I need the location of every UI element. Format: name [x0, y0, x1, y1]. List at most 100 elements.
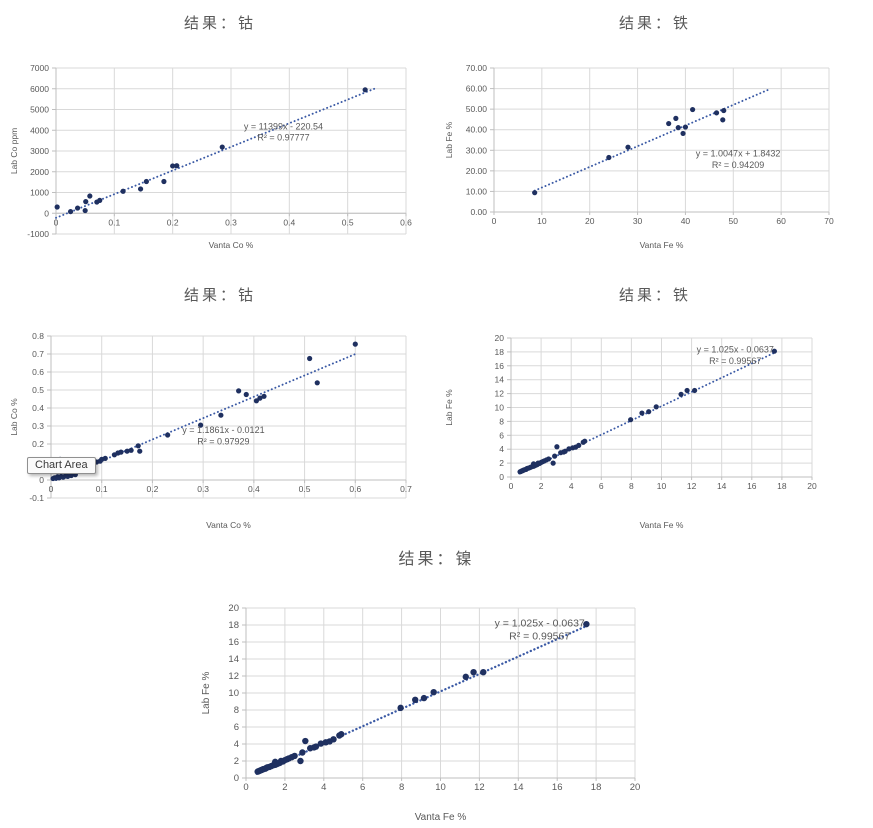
scatter-plot: 0 0.1 0.2 0.3 0.4 0.5 0.6 -1000 0 1000 2000 3000 400… [9, 63, 412, 250]
y-tick-label: 10.00 [466, 186, 488, 196]
data-point [470, 668, 477, 676]
y-tick-label: 0.5 [32, 385, 44, 395]
data-point [54, 204, 60, 210]
y-tick-label: 8 [234, 705, 239, 716]
y-tick-label: 4 [499, 444, 504, 454]
data-point [83, 199, 89, 205]
x-tick-label: 18 [591, 782, 602, 793]
data-point [552, 453, 558, 459]
chart-nickel[interactable]: 结果：镍 0 2 4 6 8 10 12 14 16 18 20 0 2 4 6 8 10 12 14 16 18 20 y… [198, 538, 675, 826]
data-point [143, 178, 150, 185]
y-tick-label: 10 [228, 688, 239, 699]
data-point [87, 193, 93, 199]
trendline [533, 88, 771, 192]
data-point [312, 743, 320, 750]
data-point [721, 107, 727, 114]
data-point [430, 688, 437, 696]
data-point [420, 694, 428, 702]
x-tick-label: 4 [321, 782, 326, 793]
y-tick-label: 0.2 [32, 439, 44, 449]
data-point [302, 737, 309, 745]
data-point [219, 144, 225, 150]
data-point [243, 391, 249, 398]
y-tick-label: 60.00 [466, 84, 488, 94]
y-tick-label: 0 [44, 208, 49, 218]
trendline-r2: R² = 0.99567 [509, 631, 570, 643]
x-tick-label: 2 [539, 481, 544, 491]
x-tick-label: 16 [552, 782, 563, 793]
y-tick-label: -0.1 [29, 493, 44, 503]
x-tick-label: 10 [537, 216, 547, 226]
data-point [135, 443, 141, 449]
data-point [680, 130, 686, 137]
trendline-r2: R² = 0.94209 [712, 160, 764, 170]
trendline-r2: R² = 0.97777 [257, 133, 309, 143]
x-axis-title: Vanta Fe % [640, 240, 684, 250]
y-tick-label: 2000 [30, 167, 49, 177]
data-point [562, 448, 568, 454]
x-tick-label: 0.5 [299, 484, 311, 494]
x-tick-label: 0.4 [248, 484, 260, 494]
data-point [462, 673, 469, 681]
scatter-plot: 0 10 20 30 40 50 60 70 0.00 10.00 20.00 30.00 40.00 5… [444, 63, 834, 250]
chart-title-iron-mid: 结果：铁 [618, 285, 691, 304]
y-tick-label: 2 [499, 458, 504, 468]
x-tick-label: 4 [569, 481, 574, 491]
y-axis-title: Lab Fe % [444, 121, 454, 158]
data-point [352, 341, 358, 347]
data-point [678, 391, 684, 397]
data-point [625, 144, 631, 150]
data-point [720, 117, 726, 123]
data-point [546, 456, 552, 462]
y-tick-label: 40.00 [466, 125, 488, 135]
x-tick-label: 0.2 [167, 217, 179, 227]
data-point [261, 393, 267, 399]
trendline-equation: y = 11399x - 220.54 [244, 121, 323, 131]
chart-cobalt-ppm[interactable]: 结果：钴 0 0.1 0.2 0.3 0.4 0.5 0.6 -1000 0 1000 2000 30… [6, 4, 434, 254]
data-point [713, 110, 720, 116]
chart-title-iron-top: 结果：铁 [618, 13, 691, 32]
data-point [684, 387, 690, 394]
data-point [253, 398, 259, 404]
y-tick-label: 12 [228, 671, 239, 682]
x-tick-label: 0.3 [225, 217, 237, 227]
chart-area-tooltip: Chart Area [27, 457, 96, 474]
y-tick-label: 0.4 [32, 403, 44, 413]
y-tick-label: 4 [234, 739, 239, 750]
x-tick-label: 8 [629, 481, 634, 491]
x-tick-label: 0.7 [400, 484, 412, 494]
data-point [583, 620, 590, 628]
x-tick-label: 6 [360, 782, 365, 793]
y-tick-label: 50.00 [466, 104, 488, 114]
x-tick-label: 2 [282, 782, 287, 793]
x-tick-label: 0.6 [400, 217, 412, 227]
data-point [692, 387, 698, 394]
data-point [257, 395, 263, 401]
data-point [682, 124, 689, 130]
data-point [576, 442, 582, 448]
x-tick-label: 30 [633, 216, 643, 226]
chart-iron-pct-top[interactable]: 结果：铁 0 10 20 30 40 50 60 70 0.00 10.00 20.00 30.00 4… [441, 4, 869, 254]
data-point [771, 348, 777, 354]
x-tick-label: 0 [509, 481, 514, 491]
data-point [97, 197, 103, 203]
chart-iron-pct-mid[interactable]: 结果：铁 0 2 4 6 8 10 12 14 16 18 20 0 2 4 6 8 10 12 14 16 18 20 y… [441, 276, 869, 534]
chart-title-cobalt-pct: 结果：钴 [183, 285, 256, 304]
y-tick-label: 0.3 [32, 421, 44, 431]
y-axis-title: Lab Co ppm [9, 128, 19, 174]
x-tick-label: 14 [513, 782, 524, 793]
y-axis-title: Lab Co % [9, 398, 19, 436]
data-point [118, 449, 124, 455]
data-point [532, 190, 538, 196]
x-tick-label: 0.5 [342, 217, 354, 227]
x-tick-label: 20 [585, 216, 595, 226]
data-point [137, 186, 144, 192]
chart-cobalt-pct[interactable]: 结果：钴 Chart Area 0 0.1 0.2 0.3 0.4 0.5 0.6 0.7 -0… [6, 276, 434, 534]
chart-title-cobalt-ppm: 结果：钴 [183, 13, 256, 32]
x-tick-label: 16 [747, 481, 757, 491]
x-tick-label: 60 [776, 216, 786, 226]
y-tick-label: 4000 [30, 125, 49, 135]
x-tick-label: 70 [824, 216, 834, 226]
y-tick-label: 18 [228, 620, 239, 631]
